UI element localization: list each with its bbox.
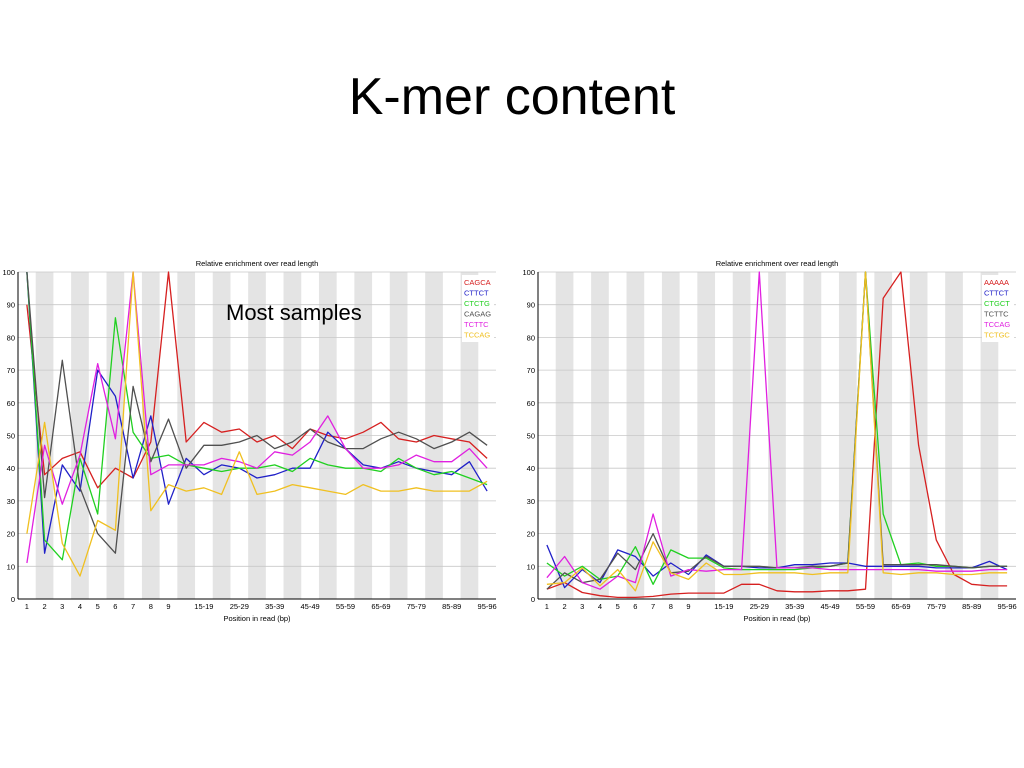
series-line-tcttc	[26, 271, 488, 564]
legend-entry-cagca: CAGCA	[464, 278, 491, 287]
x-tick-label: 25-29	[750, 602, 769, 611]
x-tick-label: 25-29	[230, 602, 249, 611]
legend-entry-ctgct: CTGCT	[984, 299, 1010, 308]
x-tick-label: 2	[42, 602, 46, 611]
y-tick-label: 0	[531, 595, 535, 604]
x-tick-label: 7	[131, 602, 135, 611]
x-tick-label: 35-39	[265, 602, 284, 611]
kmer-chart-outlier-sample: 0 10 20 30 40 50 60 70 80 90 100 1 2 3 4 5 6 7 8 9 15-19 25-2…	[522, 259, 1017, 623]
x-tick-label: 55-59	[336, 602, 355, 611]
y-tick-label: 20	[527, 530, 535, 539]
y-tick-label: 50	[7, 432, 15, 441]
chart-title: Relative enrichment over read length	[716, 259, 839, 268]
legend-entry-ctctg: CTCTG	[464, 299, 490, 308]
x-tick-label: 15-19	[714, 602, 733, 611]
x-tick-label: 5	[96, 602, 100, 611]
y-tick-label: 90	[527, 301, 535, 310]
y-tick-label: 80	[527, 333, 535, 342]
series-line-cagca	[26, 271, 488, 489]
x-tick-label: 65-69	[371, 602, 390, 611]
legend-box	[982, 275, 1014, 342]
x-tick-label: 95-96	[478, 602, 497, 611]
series-line-cagag	[26, 271, 488, 554]
x-tick-label: 4	[78, 602, 82, 611]
y-tick-label: 20	[7, 530, 15, 539]
y-tick-label: 90	[7, 301, 15, 310]
y-tick-label: 100	[522, 268, 535, 277]
x-tick-label: 4	[598, 602, 602, 611]
x-tick-label: 6	[113, 602, 117, 611]
y-tick-label: 60	[7, 399, 15, 408]
legend-entry-tccag: TCCAG	[984, 320, 1010, 329]
legend-entry-tcttc: TCTTC	[984, 310, 1009, 319]
y-tick-label: 100	[2, 268, 15, 277]
x-tick-label: 3	[580, 602, 584, 611]
legend-entry-aaaaa: AAAAA	[984, 278, 1009, 287]
x-tick-label: 8	[669, 602, 673, 611]
y-tick-label: 0	[11, 595, 15, 604]
x-tick-label: 5	[616, 602, 620, 611]
y-tick-label: 40	[7, 464, 15, 473]
x-tick-label: 3	[60, 602, 64, 611]
legend-box	[462, 275, 494, 342]
legend-entry-tccag: TCCAG	[464, 331, 490, 340]
x-tick-label: 2	[562, 602, 566, 611]
y-tick-label: 40	[527, 464, 535, 473]
series-line-tctgc	[546, 271, 1008, 592]
x-axis-label: Position in read (bp)	[743, 614, 811, 623]
series-line-cttct	[26, 271, 488, 554]
y-tick-label: 70	[527, 366, 535, 375]
kmer-chart-most-samples: 0 10 20 30 40 50 60 70 80 90 100 1 2 3 4 5 6 7 8 9 15-19 25-2…	[2, 259, 497, 623]
x-tick-label: 1	[25, 602, 29, 611]
legend-entry-cagag: CAGAG	[464, 310, 491, 319]
x-tick-label: 9	[686, 602, 690, 611]
y-tick-label: 10	[7, 562, 15, 571]
x-tick-label: 15-19	[194, 602, 213, 611]
x-tick-label: 95-96	[998, 602, 1017, 611]
x-tick-label: 45-49	[301, 602, 320, 611]
y-tick-label: 50	[527, 432, 535, 441]
x-tick-label: 65-69	[891, 602, 910, 611]
series-line-tccag	[546, 271, 1008, 590]
y-tick-label: 60	[527, 399, 535, 408]
y-tick-label: 80	[7, 333, 15, 342]
annotation-most-samples: Most samples	[226, 300, 362, 325]
legend-entry-cttct: CTTCT	[984, 289, 1009, 298]
legend-entry-tcttc: TCTTC	[464, 320, 489, 329]
x-tick-label: 75-79	[927, 602, 946, 611]
series-line-tccag	[26, 271, 488, 577]
x-tick-label: 75-79	[407, 602, 426, 611]
y-tick-label: 30	[527, 497, 535, 506]
chart-title: Relative enrichment over read length	[196, 259, 319, 268]
x-tick-label: 9	[166, 602, 170, 611]
x-tick-label: 7	[651, 602, 655, 611]
x-tick-label: 35-39	[785, 602, 804, 611]
x-tick-label: 1	[545, 602, 549, 611]
x-tick-label: 8	[149, 602, 153, 611]
legend-entry-cttct: CTTCT	[464, 289, 489, 298]
y-tick-label: 10	[527, 562, 535, 571]
x-tick-label: 6	[633, 602, 637, 611]
series-line-aaaaa	[546, 271, 1008, 599]
slide-title: K-mer content	[348, 68, 676, 126]
x-tick-label: 55-59	[856, 602, 875, 611]
x-tick-label: 85-89	[442, 602, 461, 611]
x-axis-label: Position in read (bp)	[223, 614, 291, 623]
y-tick-label: 30	[7, 497, 15, 506]
y-tick-label: 70	[7, 366, 15, 375]
x-tick-label: 45-49	[821, 602, 840, 611]
legend-entry-tctgc: TCTGC	[984, 331, 1010, 340]
x-tick-label: 85-89	[962, 602, 981, 611]
